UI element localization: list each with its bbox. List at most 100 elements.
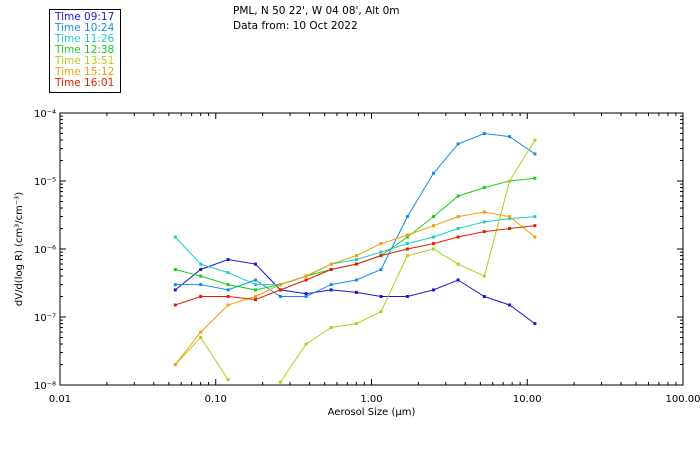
data-point — [173, 363, 177, 366]
data-point — [432, 288, 435, 292]
data-point — [199, 262, 203, 266]
data-point — [379, 310, 383, 314]
series-line — [174, 211, 536, 365]
y-tick-label: 10⁻⁴ — [34, 109, 56, 120]
data-point — [482, 210, 486, 214]
data-point — [329, 283, 333, 287]
data-point — [329, 262, 333, 266]
data-point — [278, 288, 282, 292]
data-point — [278, 295, 282, 298]
y-tick-label: 10⁻⁸ — [34, 381, 56, 392]
data-point — [254, 283, 257, 287]
data-point — [432, 242, 435, 246]
data-point — [432, 171, 435, 175]
data-point — [456, 235, 460, 239]
data-point — [533, 224, 537, 228]
data-point — [533, 176, 537, 180]
data-point — [199, 336, 203, 339]
data-point — [533, 235, 537, 239]
data-point — [304, 274, 308, 278]
data-point — [254, 262, 257, 266]
data-point — [254, 295, 257, 298]
plot-frame — [59, 112, 684, 386]
legend-item: Time 16:01 — [55, 77, 115, 89]
data-point — [405, 235, 409, 239]
data-point — [354, 278, 358, 282]
y-tick-label: 10⁻⁶ — [34, 245, 56, 256]
data-point — [226, 283, 230, 287]
data-point — [379, 242, 383, 246]
y-tick-label: 10⁻⁵ — [34, 177, 56, 188]
data-point — [508, 303, 512, 307]
data-point — [508, 217, 512, 221]
data-point — [482, 186, 486, 190]
data-point — [254, 288, 257, 292]
x-tick-label: 100.00 — [666, 394, 700, 405]
data-point — [482, 295, 486, 298]
legend-item: Time 11:26 — [55, 33, 115, 45]
data-point — [533, 322, 537, 326]
data-point — [482, 132, 486, 135]
data-point — [456, 278, 460, 282]
data-point — [354, 258, 358, 261]
data-point — [254, 278, 257, 282]
data-point — [254, 298, 257, 302]
x-tick-label: 1.00 — [360, 394, 382, 405]
data-point — [405, 242, 409, 246]
legend-item: Time 10:24 — [55, 22, 115, 34]
data-point — [173, 303, 177, 307]
data-point — [508, 227, 512, 230]
data-point — [329, 268, 333, 271]
data-point — [456, 215, 460, 219]
data-point — [173, 235, 177, 239]
data-point — [533, 138, 537, 142]
y-tick-label: 10⁻⁷ — [34, 313, 56, 324]
data-point — [304, 278, 308, 282]
data-point — [432, 247, 435, 251]
data-point — [432, 224, 435, 228]
data-point — [482, 274, 486, 278]
x-tick-label: 0.01 — [49, 394, 71, 405]
data-point — [405, 215, 409, 219]
data-point — [226, 303, 230, 307]
data-point — [199, 274, 203, 278]
data-point — [278, 380, 282, 384]
data-point — [379, 254, 383, 258]
data-point — [533, 152, 537, 156]
legend-item: Time 09:17 — [55, 11, 115, 23]
data-point — [226, 288, 230, 292]
data-point — [199, 268, 203, 271]
data-point — [456, 142, 460, 146]
data-point — [379, 250, 383, 254]
data-point — [173, 268, 177, 271]
x-tick-label: 10.00 — [513, 394, 542, 405]
x-axis-label: Aerosol Size (µm) — [328, 407, 416, 418]
data-point — [354, 290, 358, 294]
data-point — [508, 215, 512, 219]
x-tick-label: 0.10 — [205, 394, 227, 405]
data-point — [304, 342, 308, 346]
data-point — [329, 288, 333, 292]
data-point — [226, 295, 230, 298]
data-point — [354, 262, 358, 266]
series-line — [174, 139, 536, 383]
data-point — [456, 262, 460, 266]
data-point — [278, 283, 282, 287]
data-point — [508, 135, 512, 139]
data-point — [304, 295, 308, 298]
legend-item: Time 12:38 — [55, 44, 115, 56]
data-point — [226, 378, 230, 382]
data-point — [354, 322, 358, 326]
data-point — [173, 288, 177, 292]
y-axis-label: dV/d(log R) (cm³/cm⁻³) — [14, 192, 25, 306]
data-point — [199, 330, 203, 334]
chart-title: PML, N 50 22', W 04 08', Alt 0m — [233, 5, 400, 17]
data-point — [533, 215, 537, 219]
data-point — [482, 230, 486, 234]
data-point — [329, 326, 333, 329]
legend-item: Time 15:12 — [55, 66, 115, 78]
data-point — [226, 258, 230, 261]
data-point — [173, 283, 177, 287]
data-point — [432, 235, 435, 239]
